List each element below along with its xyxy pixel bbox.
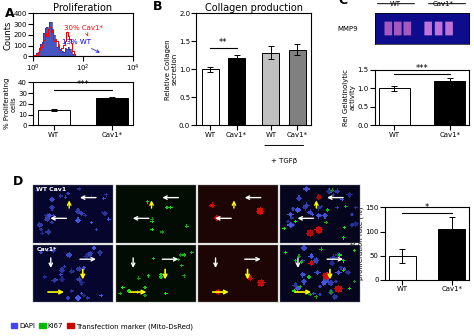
Text: D: D	[13, 175, 23, 187]
Bar	[38, 110, 70, 125]
Bar	[262, 53, 279, 125]
Text: A: A	[5, 7, 15, 20]
Y-axis label: Relative Collagen
secretion: Relative Collagen secretion	[164, 39, 178, 100]
Y-axis label: % Proliferating
cells: % Proliferating cells	[3, 78, 17, 129]
Y-axis label: Counts: Counts	[3, 20, 12, 50]
Text: C: C	[339, 0, 348, 7]
Bar	[96, 98, 128, 125]
Text: WT: WT	[390, 1, 401, 7]
Bar	[435, 81, 465, 125]
Text: **: **	[219, 38, 228, 47]
Title: Proliferation: Proliferation	[54, 3, 112, 13]
Text: 30% Cav1*: 30% Cav1*	[64, 25, 103, 36]
Bar	[379, 88, 410, 125]
Text: *: *	[425, 203, 429, 212]
Text: ***: ***	[77, 80, 89, 89]
Bar	[438, 229, 465, 280]
Text: MMP9: MMP9	[337, 26, 358, 32]
Y-axis label: Relative
proliferation rate (%): Relative proliferation rate (%)	[350, 207, 364, 281]
Bar	[289, 50, 306, 125]
Text: B: B	[153, 0, 163, 13]
Text: ***: ***	[416, 65, 428, 74]
Bar	[389, 256, 416, 280]
Legend: DAPI, Ki67, Transfection marker (Mito-DsRed): DAPI, Ki67, Transfection marker (Mito-Ds…	[8, 321, 196, 333]
Text: 13% WT: 13% WT	[63, 39, 99, 52]
Title: Collagen production: Collagen production	[205, 3, 303, 13]
Text: Cav1*: Cav1*	[432, 1, 453, 7]
Y-axis label: Rel Gelatinolytic
activity: Rel Gelatinolytic activity	[343, 69, 356, 126]
Bar	[228, 58, 245, 125]
Text: WT Cav1: WT Cav1	[36, 187, 67, 192]
Text: Cav1*: Cav1*	[36, 247, 57, 252]
Text: + TGFβ: + TGFβ	[271, 158, 297, 164]
Bar	[201, 69, 219, 125]
